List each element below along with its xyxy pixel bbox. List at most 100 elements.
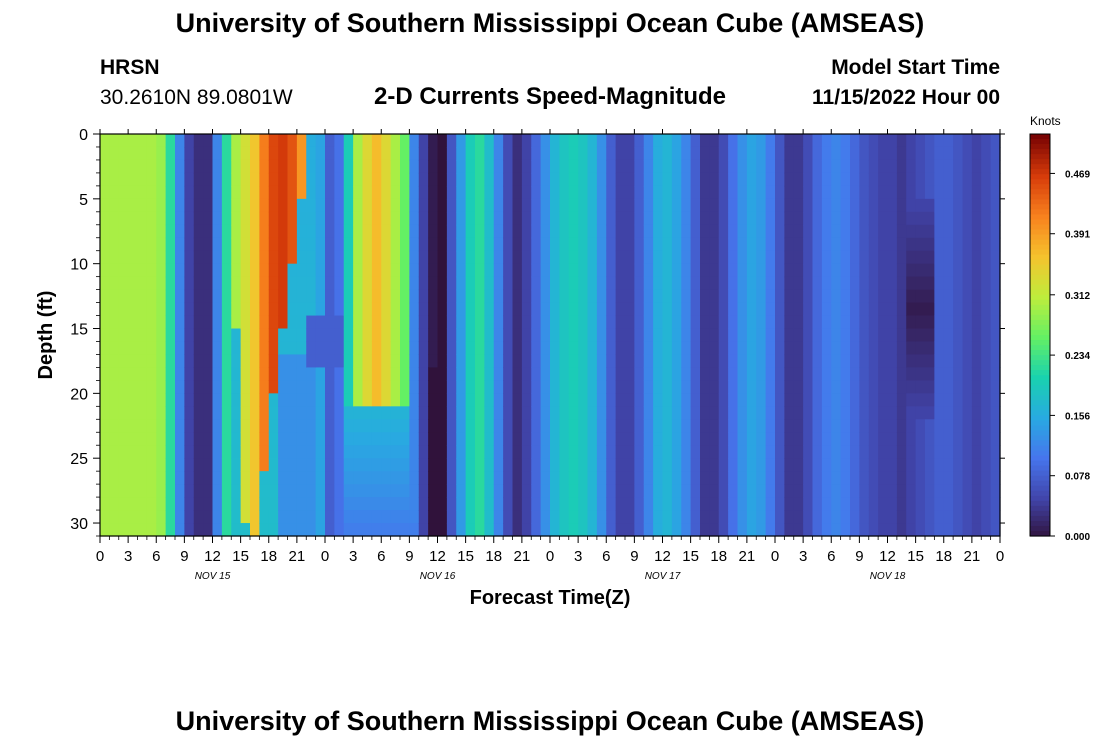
heat-cell (484, 367, 495, 381)
heat-cell (925, 159, 935, 174)
heat-cell (990, 237, 1001, 252)
heat-cell (503, 341, 514, 356)
colorbar-tick-label: 0.234 (1065, 351, 1090, 362)
heat-cell (212, 341, 223, 356)
heat-cell (962, 341, 973, 356)
heat-cell (259, 159, 270, 174)
colorbar-tick-label: 0.312 (1065, 291, 1090, 302)
heat-cell (231, 523, 242, 537)
x-tick-label: 9 (405, 548, 413, 565)
heat-cell (746, 484, 757, 498)
heat-cell (343, 497, 354, 511)
heat-cell (953, 380, 964, 394)
heat-cell (671, 367, 682, 381)
heat-cell (700, 276, 710, 291)
heat-cell (756, 289, 767, 304)
heat-cell (465, 419, 476, 433)
heat-cell (850, 393, 860, 407)
heat-cell (878, 172, 889, 187)
heat-cell (259, 315, 270, 330)
heat-cell (971, 367, 982, 381)
heat-cell (231, 419, 242, 433)
heat-cell (625, 419, 635, 433)
heat-cell (550, 380, 560, 394)
heat-cell (531, 315, 542, 330)
heat-cell (906, 224, 917, 239)
heat-cell (700, 198, 710, 213)
colorbar-tick-label: 0.391 (1065, 230, 1090, 241)
heat-cell (662, 484, 673, 498)
heat-cell (137, 250, 148, 265)
heat-cell (418, 289, 429, 304)
heat-cell (325, 445, 335, 459)
heat-cell (400, 224, 410, 239)
heat-cell (371, 185, 382, 200)
heat-cell (193, 172, 204, 187)
heat-cell (400, 510, 410, 524)
heat-cell (709, 172, 720, 187)
heat-cell (156, 471, 167, 485)
heat-cell (690, 289, 701, 304)
heat-cell (915, 510, 926, 524)
heat-cell (737, 380, 748, 394)
heat-cell (737, 263, 748, 278)
x-tick-label: 0 (546, 548, 554, 565)
heat-cell (737, 185, 748, 200)
heat-cell (615, 341, 626, 356)
heat-cell (840, 458, 851, 472)
heat-cell (437, 341, 448, 356)
heat-cell (418, 159, 429, 174)
heat-cell (400, 523, 410, 537)
heat-cell (559, 419, 570, 433)
heat-cell (353, 523, 364, 537)
heat-cell (615, 458, 626, 472)
heat-cell (962, 393, 973, 407)
heat-cell (850, 497, 860, 511)
heat-cell (653, 134, 664, 148)
heat-cell (700, 250, 710, 265)
heat-cell (662, 471, 673, 485)
heat-cell (821, 497, 832, 511)
heat-cell (193, 198, 204, 213)
heat-cell (184, 432, 195, 446)
heat-cell (184, 497, 195, 511)
heat-cell (484, 237, 495, 252)
heat-cell (784, 289, 795, 304)
heat-cell (671, 185, 682, 200)
heat-cell (596, 159, 607, 174)
colorbar-segment (1030, 279, 1050, 286)
heat-cell (934, 445, 945, 459)
heat-cell (221, 432, 232, 446)
heat-cell (306, 406, 317, 420)
heat-cell (896, 497, 907, 511)
heat-cell (231, 445, 242, 459)
heat-cell (325, 354, 335, 369)
colorbar-segment (1030, 395, 1050, 401)
heat-cell (240, 289, 251, 304)
heat-cell (709, 393, 720, 407)
heat-cell (690, 419, 701, 433)
heat-cell (934, 263, 945, 278)
heat-cell (503, 393, 514, 407)
heat-cell (512, 367, 523, 381)
heat-cell (840, 315, 851, 330)
heat-cell (493, 134, 504, 148)
heat-cell (259, 367, 270, 381)
heat-cell (962, 289, 973, 304)
heat-cell (737, 146, 748, 161)
heat-cell (446, 458, 457, 472)
colorbar-segment (1030, 169, 1050, 175)
heat-cell (128, 237, 139, 252)
heat-cell (559, 328, 570, 343)
heat-cell (859, 172, 870, 187)
heat-cell (456, 354, 467, 369)
heat-cell (925, 250, 935, 265)
colorbar-segment (1030, 510, 1050, 517)
heat-cell (259, 146, 270, 161)
heat-cell (850, 432, 860, 446)
heat-cell (465, 315, 476, 330)
heat-cell (690, 276, 701, 291)
heat-cell (240, 445, 251, 459)
heat-cell (943, 224, 954, 239)
heat-cell (428, 302, 439, 317)
